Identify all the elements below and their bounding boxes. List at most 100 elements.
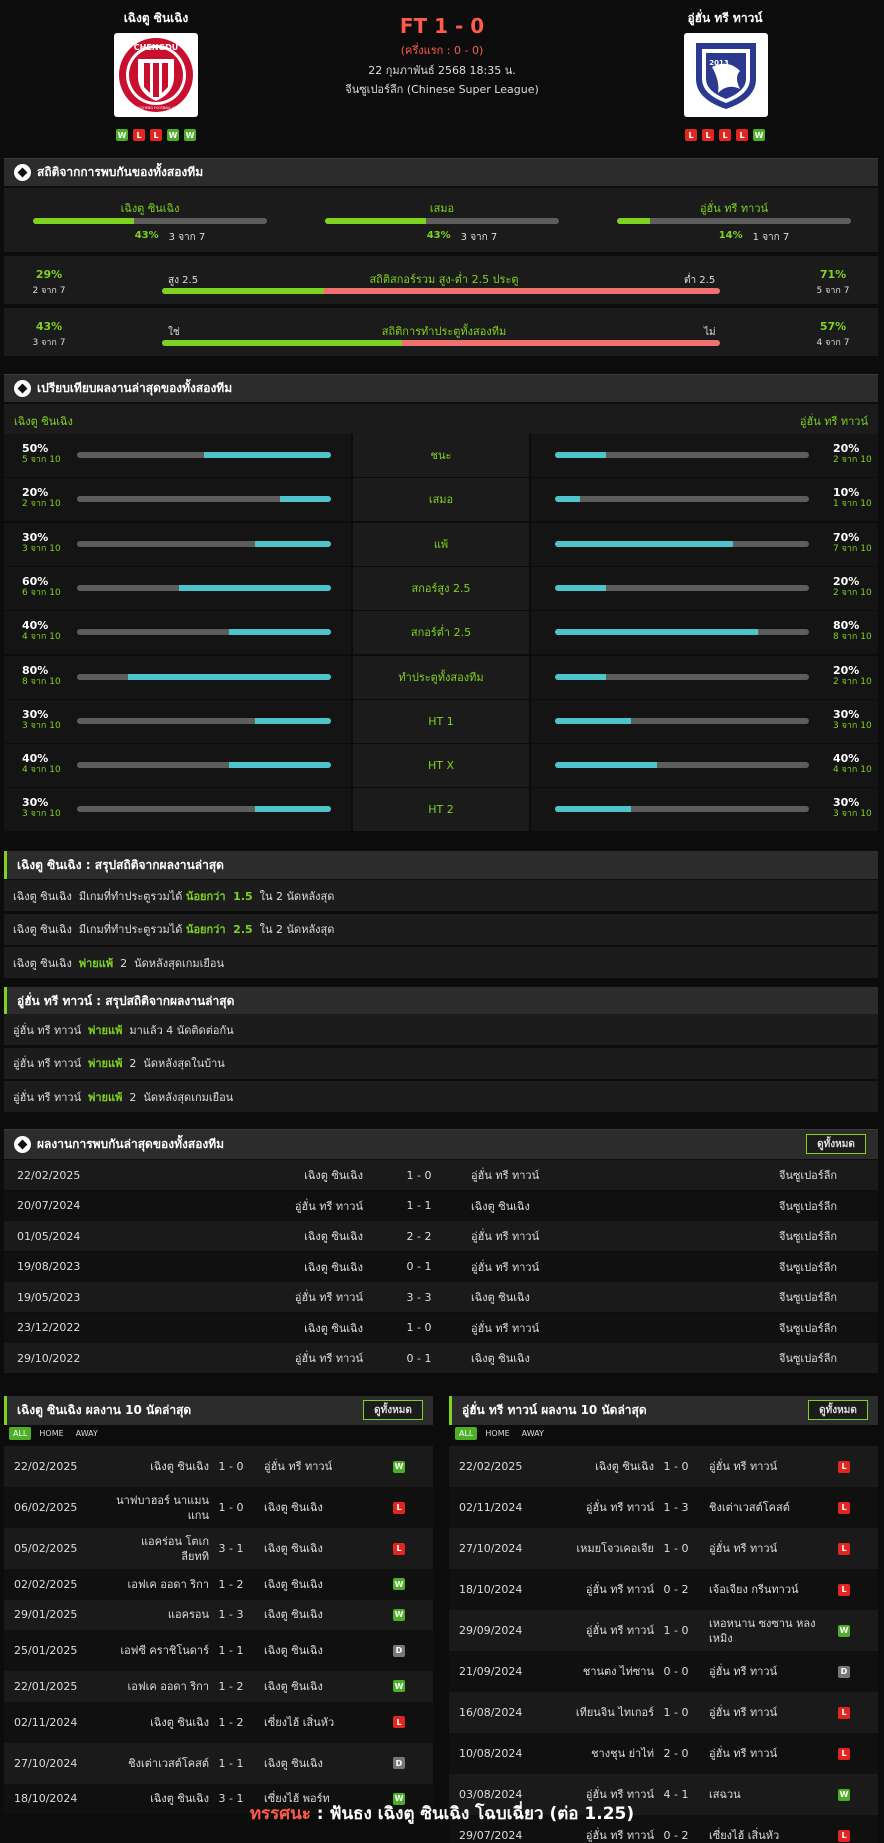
match-home-team[interactable]: อู่ฮั่น ทรี ทาวน์ (294, 1352, 363, 1365)
last10-match-row[interactable]: 06/02/2025 นาฟบาฮอร์ นาแมน แกน 1 - 0 เฉิงตู… (4, 1487, 433, 1528)
match-home-team[interactable]: แอคร่อน โตเกลียททิ (140, 1534, 209, 1563)
match-away-team[interactable]: เหอหนาน ซงซาน หลงเหมิง (709, 1616, 816, 1645)
last10-match-row[interactable]: 22/02/2025 เฉิงตู ซินเฉิง 1 - 0 อู่ฮั่น ทรี… (449, 1446, 878, 1487)
last10-match-row[interactable]: 18/10/2024 อู่ฮั่น ทรี ทาวน์ 0 - 2 เจ้อเจีย… (449, 1569, 878, 1610)
match-home-team[interactable]: เอฟซี คราชิโนดาร์ (120, 1644, 209, 1657)
match-away-team[interactable]: ชิงเต่าเวสต์โคสต์ (709, 1501, 790, 1514)
match-league[interactable]: จีนซูเปอร์ลีก (Chinese Super League) (345, 83, 539, 96)
tab-home[interactable]: HOME (485, 1429, 510, 1438)
tab-away[interactable]: AWAY (521, 1429, 544, 1438)
last10-match-row[interactable]: 02/11/2024 อู่ฮั่น ทรี ทาวน์ 1 - 3 ชิงเต่าเ… (449, 1487, 878, 1528)
match-away-team[interactable]: เฉิงตู ซินเฉิง (264, 1644, 323, 1657)
match-home-team[interactable]: เฉิงตู ซินเฉิง (304, 1321, 363, 1335)
last10-match-row[interactable]: 18/10/2024 เฉิงตู ซินเฉิง 3 - 1 เซี่ยงไฮ้ พ… (4, 1783, 433, 1814)
match-home-team[interactable]: เฉิงตู ซินเฉิง (304, 1169, 363, 1182)
match-away-team[interactable]: อู่ฮั่น ทรี ทาวน์ (709, 1542, 778, 1555)
match-league[interactable]: จีนซูเปอร์ลีก (779, 1352, 838, 1365)
h2h-match-row[interactable]: 01/05/2024 เฉิงตู ซินเฉิง 2 - 2 อู่ฮั่น ทรี… (4, 1221, 878, 1251)
match-away-team[interactable]: เฉิงตู ซินเฉิง (471, 1199, 530, 1213)
last10-match-row[interactable]: 10/08/2024 ชางชุน ย่าไท่ 2 - 0 อู่ฮั่น ทรี … (449, 1733, 878, 1774)
match-home-team[interactable]: แอครอน (167, 1608, 209, 1622)
match-league[interactable]: จีนซูเปอร์ลีก (779, 1291, 838, 1304)
last10-match-row[interactable]: 05/02/2025 แอคร่อน โตเกลียททิ 3 - 1 เฉิงตู … (4, 1528, 433, 1569)
match-home-team[interactable]: อู่ฮั่น ทรี ทาวน์ (585, 1583, 654, 1596)
last10-match-row[interactable]: 02/11/2024 เฉิงตู ซินเฉิง 1 - 2 เซี่ยงไฮ้ เ… (4, 1701, 433, 1743)
match-home-team[interactable]: เฉิงตู ซินเฉิง (150, 1715, 209, 1729)
match-away-team[interactable]: เซี่ยงไฮ้ เสิ่นหัว (709, 1829, 780, 1842)
match-away-team[interactable]: เฉิงตู ซินเฉิง (264, 1577, 323, 1591)
match-league[interactable]: จีนซูเปอร์ลีก (779, 1321, 838, 1335)
match-away-team[interactable]: เฉิงตู ซินเฉิง (471, 1291, 530, 1304)
last10-match-row[interactable]: 29/07/2024 อู่ฮั่น ทรี ทาวน์ 0 - 2 เซี่ยงไฮ… (449, 1815, 878, 1843)
away-team-name[interactable]: อู่ฮั่น ทรี ทาวน์ (687, 11, 763, 25)
match-home-team[interactable]: อู่ฮั่น ทรี ทาวน์ (585, 1501, 654, 1514)
last10-match-row[interactable]: 29/01/2025 แอครอน 1 - 3 เฉิงตู ซินเฉิง W (4, 1599, 433, 1630)
h2h-match-row[interactable]: 22/02/2025 เฉิงตู ซินเฉิง 1 - 0 อู่ฮั่น ทรี… (4, 1160, 878, 1190)
h2h-match-row[interactable]: 19/08/2023 เฉิงตู ซินเฉิง 0 - 1 อู่ฮั่น ทรี… (4, 1251, 878, 1282)
match-away-team[interactable]: เซี่ยงไฮ้ พอร์ท (264, 1792, 330, 1806)
match-away-team[interactable]: อู่ฮั่น ทรี ทาวน์ (709, 1747, 778, 1760)
match-home-team[interactable]: ชานตง ไท่ซาน (582, 1665, 654, 1678)
match-home-team[interactable]: เฉิงตู ซินเฉิง (150, 1460, 209, 1473)
match-home-team[interactable]: เฉิงตู ซินเฉิง (150, 1792, 209, 1806)
match-home-team[interactable]: เหมยโจวเคอเจีย (576, 1542, 654, 1555)
match-league[interactable]: จีนซูเปอร์ลีก (779, 1260, 838, 1274)
h2h-view-all-button[interactable]: ดูทั้งหมด (806, 1134, 866, 1154)
match-away-team[interactable]: อู่ฮั่น ทรี ทาวน์ (471, 1260, 540, 1274)
h2h-match-row[interactable]: 23/12/2022 เฉิงตู ซินเฉิง 1 - 0 อู่ฮั่น ทรี… (4, 1312, 878, 1343)
match-home-team[interactable]: เฉิงตู ซินเฉิง (595, 1460, 654, 1473)
match-home-team[interactable]: เอฟเค ออดา ริกา (127, 1577, 209, 1591)
tab-home[interactable]: HOME (39, 1429, 64, 1438)
match-away-team[interactable]: เฉิงตู ซินเฉิง (471, 1352, 530, 1365)
last10-match-row[interactable]: 27/10/2024 เหมยโจวเคอเจีย 1 - 0 อู่ฮั่น ทรี… (449, 1528, 878, 1569)
match-home-team[interactable]: อู่ฮั่น ทรี ทาวน์ (585, 1829, 654, 1842)
last10-match-row[interactable]: 22/01/2025 เอฟเค ออดา ริกา 1 - 2 เฉิงตู ซิน… (4, 1671, 433, 1702)
match-away-team[interactable]: อู่ฮั่น ทรี ทาวน์ (471, 1321, 540, 1335)
last10-match-row[interactable]: 29/09/2024 อู่ฮั่น ทรี ทาวน์ 1 - 0 เหอหนาน … (449, 1610, 878, 1651)
last10-match-row[interactable]: 25/01/2025 เอฟซี คราชิโนดาร์ 1 - 1 เฉิงตู ซ… (4, 1630, 433, 1671)
match-away-team[interactable]: เฉิงตู ซินเฉิง (264, 1679, 323, 1693)
match-home-team[interactable]: อู่ฮั่น ทรี ทาวน์ (585, 1624, 654, 1637)
home-last10-view-all-button[interactable]: ดูทั้งหมด (363, 1400, 423, 1420)
match-home-team[interactable]: เฉิงตู ซินเฉิง (304, 1260, 363, 1274)
last10-match-row[interactable]: 27/10/2024 ชิงเต่าเวสต์โคสต์ 1 - 1 เฉิงตู ซ… (4, 1742, 433, 1784)
last10-match-row[interactable]: 21/09/2024 ชานตง ไท่ซาน 0 - 0 อู่ฮั่น ทรี ท… (449, 1651, 878, 1692)
h2h-match-row[interactable]: 19/05/2023 อู่ฮั่น ทรี ทาวน์ 3 - 3 เฉิงตู ซ… (4, 1282, 878, 1312)
away-team-logo[interactable]: 2013 (684, 33, 768, 117)
match-home-team[interactable]: นาฟบาฮอร์ นาแมน แกน (116, 1493, 209, 1522)
match-away-team[interactable]: เฉิงตู ซินเฉิง (264, 1608, 323, 1622)
match-away-team[interactable]: เซี่ยงไฮ้ เสิ่นหัว (264, 1715, 335, 1729)
tab-all[interactable]: ALL (9, 1427, 32, 1440)
match-away-team[interactable]: อู่ฮั่น ทรี ทาวน์ (471, 1230, 540, 1243)
h2h-match-row[interactable]: 20/07/2024 อู่ฮั่น ทรี ทาวน์ 1 - 1 เฉิงตู ซ… (4, 1190, 878, 1221)
match-home-team[interactable]: เฉิงตู ซินเฉิง (304, 1230, 363, 1243)
last10-match-row[interactable]: 16/08/2024 เทียนจิน ไทเกอร์ 1 - 0 อู่ฮั่น ท… (449, 1692, 878, 1733)
match-away-team[interactable]: อู่ฮั่น ทรี ทาวน์ (709, 1665, 778, 1678)
match-league[interactable]: จีนซูเปอร์ลีก (779, 1169, 838, 1182)
h2h-match-row[interactable]: 29/10/2022 อู่ฮั่น ทรี ทาวน์ 0 - 1 เฉิงตู ซ… (4, 1343, 878, 1373)
match-home-team[interactable]: อู่ฮั่น ทรี ทาวน์ (294, 1199, 363, 1213)
match-away-team[interactable]: อู่ฮั่น ทรี ทาวน์ (264, 1460, 333, 1473)
match-home-team[interactable]: ชิงเต่าเวสต์โคสต์ (128, 1756, 209, 1770)
match-league[interactable]: จีนซูเปอร์ลีก (779, 1230, 838, 1243)
match-away-team[interactable]: อู่ฮั่น ทรี ทาวน์ (709, 1706, 778, 1719)
match-away-team[interactable]: เฉิงตู ซินเฉิง (264, 1756, 323, 1770)
last10-match-row[interactable]: 03/08/2024 อู่ฮั่น ทรี ทาวน์ 4 - 1 เสฉวน W (449, 1774, 878, 1815)
match-home-team[interactable]: ชางชุน ย่าไท่ (591, 1747, 654, 1760)
match-home-team[interactable]: อู่ฮั่น ทรี ทาวน์ (294, 1291, 363, 1304)
match-league[interactable]: จีนซูเปอร์ลีก (779, 1199, 838, 1213)
match-home-team[interactable]: เทียนจิน ไทเกอร์ (575, 1706, 654, 1719)
match-away-team[interactable]: อู่ฮั่น ทรี ทาวน์ (471, 1169, 540, 1182)
match-home-team[interactable]: อู่ฮั่น ทรี ทาวน์ (585, 1788, 654, 1801)
home-team-name[interactable]: เฉิงตู ซินเฉิง (123, 11, 189, 25)
match-home-team[interactable]: เอฟเค ออดา ริกา (127, 1679, 209, 1693)
match-away-team[interactable]: เฉิงตู ซินเฉิง (264, 1501, 323, 1514)
tab-away[interactable]: AWAY (75, 1429, 98, 1438)
match-away-team[interactable]: เสฉวน (709, 1788, 741, 1801)
match-away-team[interactable]: อู่ฮั่น ทรี ทาวน์ (709, 1460, 778, 1473)
last10-match-row[interactable]: 02/02/2025 เอฟเค ออดา ริกา 1 - 2 เฉิงตู ซิน… (4, 1569, 433, 1600)
tab-all[interactable]: ALL (455, 1427, 478, 1440)
last10-match-row[interactable]: 22/02/2025 เฉิงตู ซินเฉิง 1 - 0 อู่ฮั่น ทรี… (4, 1446, 433, 1487)
home-team-logo[interactable]: CHENGDU RONGCHENG FOOTBALL CLUB (114, 33, 198, 117)
away-last10-view-all-button[interactable]: ดูทั้งหมด (808, 1400, 868, 1420)
